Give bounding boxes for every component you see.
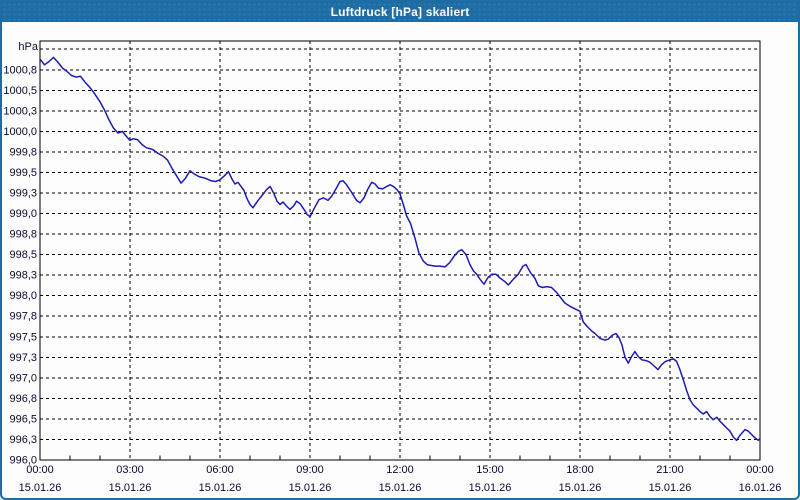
y-tick-label: 998,0 (9, 290, 37, 302)
y-axis-unit-label: hPa (18, 41, 38, 53)
y-tick-label: 998,3 (9, 270, 37, 282)
x-tick-date-label: 16.01.26 (739, 482, 782, 494)
y-tick-label: 997,5 (9, 331, 37, 343)
pressure-chart-svg: hPa 1000,8 1000,5 1000,3 1000,0 999,8 999,5 999… (3, 40, 781, 494)
x-tick-date-label: 15.01.26 (559, 482, 602, 494)
y-tick-label: 1000,5 (3, 85, 37, 97)
x-tick-date-label: 15.01.26 (19, 482, 62, 494)
x-tick-time-label: 00:00 (26, 464, 54, 476)
y-tick-label: 998,5 (9, 249, 37, 261)
y-tick-label: 996,0 (9, 455, 37, 467)
x-tick-time-label: 00:00 (746, 464, 774, 476)
x-tick-time-label: 09:00 (296, 464, 324, 476)
x-tick-date-label: 15.01.26 (469, 482, 512, 494)
axis-ticks (69, 455, 731, 460)
window-titlebar: Luftdruck [hPa] skaliert (2, 2, 798, 22)
x-tick-date-label: 15.01.26 (649, 482, 692, 494)
y-tick-label: 996,8 (9, 393, 37, 405)
x-tick-time-label: 15:00 (476, 464, 504, 476)
plot-border (39, 40, 761, 461)
axis-labels: hPa 1000,8 1000,5 1000,3 1000,0 999,8 999,5 999… (3, 41, 781, 494)
y-tick-label: 1000,0 (3, 126, 37, 138)
y-tick-label: 996,3 (9, 434, 37, 446)
y-tick-label: 999,3 (9, 188, 37, 200)
y-tick-label: 999,0 (9, 208, 37, 220)
x-tick-date-label: 15.01.26 (109, 482, 152, 494)
y-tick-label: 999,5 (9, 167, 37, 179)
y-tick-label: 999,8 (9, 146, 37, 158)
y-tick-label: 997,8 (9, 311, 37, 323)
x-tick-time-label: 21:00 (656, 464, 684, 476)
y-tick-label: 1000,8 (3, 64, 37, 76)
x-tick-time-label: 12:00 (386, 464, 414, 476)
window-title: Luftdruck [hPa] skaliert (330, 5, 470, 19)
x-tick-date-label: 15.01.26 (379, 482, 422, 494)
x-tick-date-label: 15.01.26 (199, 482, 242, 494)
x-tick-date-label: 15.01.26 (289, 482, 332, 494)
grid-lines (40, 41, 760, 460)
y-tick-label: 996,5 (9, 413, 37, 425)
x-tick-time-label: 18:00 (566, 464, 594, 476)
y-tick-label: 998,8 (9, 229, 37, 241)
y-tick-label: 997,3 (9, 352, 37, 364)
x-tick-time-label: 03:00 (116, 464, 144, 476)
y-tick-label: 1000,3 (3, 105, 37, 117)
pressure-series-line (39, 56, 761, 442)
x-tick-time-label: 06:00 (206, 464, 234, 476)
y-tick-label: 997,0 (9, 372, 37, 384)
chart-area: hPa 1000,8 1000,5 1000,3 1000,0 999,8 999,5 999… (2, 22, 798, 498)
